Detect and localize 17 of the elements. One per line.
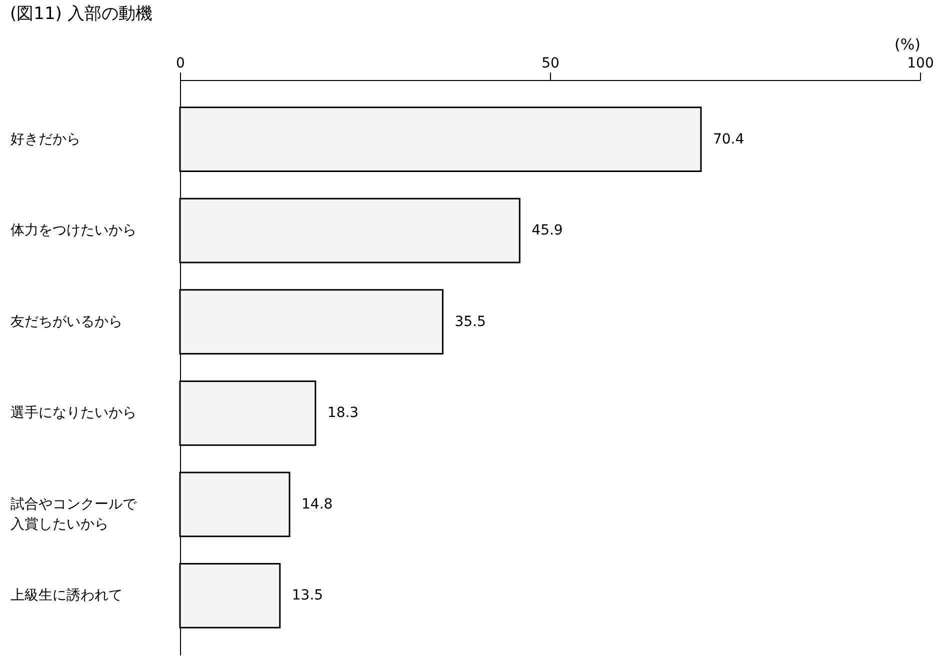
data-label: 14.8 xyxy=(302,496,333,512)
data-label: 45.9 xyxy=(532,222,563,239)
x-tick-label: 50 xyxy=(542,56,560,72)
y-tick-label: 試合やコンクールで入賞したいから xyxy=(10,496,138,532)
y-tick-label: 体力をつけたいから xyxy=(10,222,136,239)
chart-title: (図11) 入部の動機 xyxy=(10,4,152,24)
data-label: 70.4 xyxy=(712,131,744,148)
y-tick-label: 上級生に誘われて xyxy=(10,588,122,604)
x-tick-label: 0 xyxy=(176,56,185,72)
data-label: 13.5 xyxy=(292,588,324,604)
y-tick-label: 好きだから xyxy=(10,131,80,148)
data-label: 18.3 xyxy=(327,405,359,422)
x-tick-label: 100 xyxy=(907,56,934,72)
x-axis-title: (%) xyxy=(894,36,920,54)
data-label: 35.5 xyxy=(454,314,486,330)
y-tick-label: 選手になりたいから xyxy=(10,405,136,422)
y-tick-label: 友だちがいるから xyxy=(10,314,122,330)
